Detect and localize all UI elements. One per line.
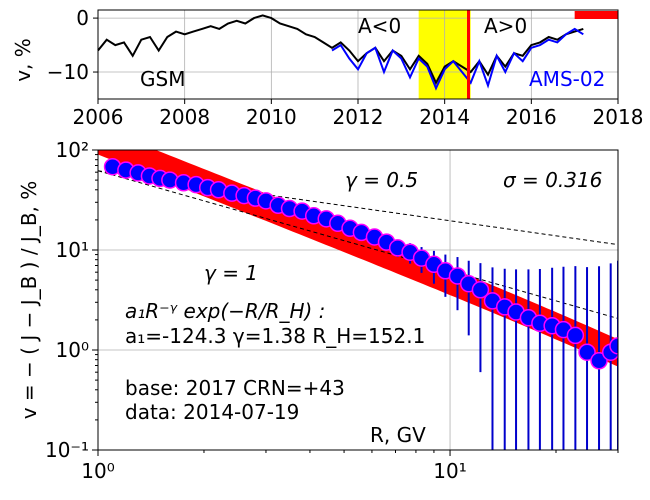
- top-xtick-label: 2010: [246, 105, 297, 129]
- data-point: [590, 352, 608, 370]
- fit-band: [98, 150, 618, 367]
- bottom-xlabel: R, GV: [370, 423, 426, 447]
- formula-label: a₁R⁻ᵞ exp(−R/R_H) :: [125, 299, 325, 323]
- ams-label: AMS-02: [529, 67, 605, 91]
- data-point: [566, 326, 585, 345]
- base-label: base: 2017 CRN=+43: [125, 376, 345, 400]
- top-xtick-label: 2018: [593, 105, 644, 129]
- top-ytick-label: 0: [76, 6, 89, 30]
- gsm-label: GSM: [140, 67, 185, 91]
- top-xtick-label: 2016: [506, 105, 557, 129]
- bottom-ytick-label: 10⁻¹: [45, 438, 89, 462]
- bottom-ytick-label: 10⁰: [56, 338, 89, 362]
- sigma-label: σ = 0.316: [503, 168, 602, 192]
- series-line-ams-02: [331, 27, 584, 91]
- a-neg-label: A<0: [358, 14, 401, 38]
- bottom-xtick-label: 10¹: [433, 459, 466, 483]
- top-ytick-label: −10: [47, 60, 89, 84]
- bottom-ytick-label: 10¹: [56, 238, 89, 262]
- series-line-gsm: [97, 14, 584, 86]
- bottom-ylabel: v = − ( J − J_B ) / J_B, %: [17, 181, 41, 420]
- reference-line: [98, 170, 618, 319]
- top-ylabel: v, %: [11, 38, 35, 82]
- bottom-frame: [97, 149, 619, 451]
- top-series: [97, 14, 584, 91]
- gamma-one-label: γ = 1: [204, 261, 258, 285]
- data-point: [471, 281, 490, 299]
- date-label: data: 2014-07-19: [125, 400, 299, 424]
- bottom-xtick-label: 10⁰: [81, 459, 114, 483]
- gamma-half-label: γ = 0.5: [345, 168, 418, 192]
- fit-params-label: a₁=-124.3 γ=1.38 R_H=152.1: [125, 324, 425, 348]
- data-point: [609, 337, 618, 355]
- a-pos-label: A>0: [484, 14, 527, 38]
- top-ticks: 2006 2008 2010 2012 2014 2016 2018 0 −10: [47, 6, 644, 129]
- top-xtick-label: 2008: [159, 105, 210, 129]
- data-point: [578, 343, 596, 361]
- data-points: [103, 157, 618, 370]
- top-xtick-label: 2006: [73, 105, 124, 129]
- top-xtick-label: 2012: [333, 105, 384, 129]
- bottom-ytick-label: 10²: [56, 138, 89, 162]
- top-panel: 2006 2008 2010 2012 2014 2016 2018 0 −10 v, % GS…: [11, 6, 643, 129]
- top-xtick-label: 2014: [419, 105, 470, 129]
